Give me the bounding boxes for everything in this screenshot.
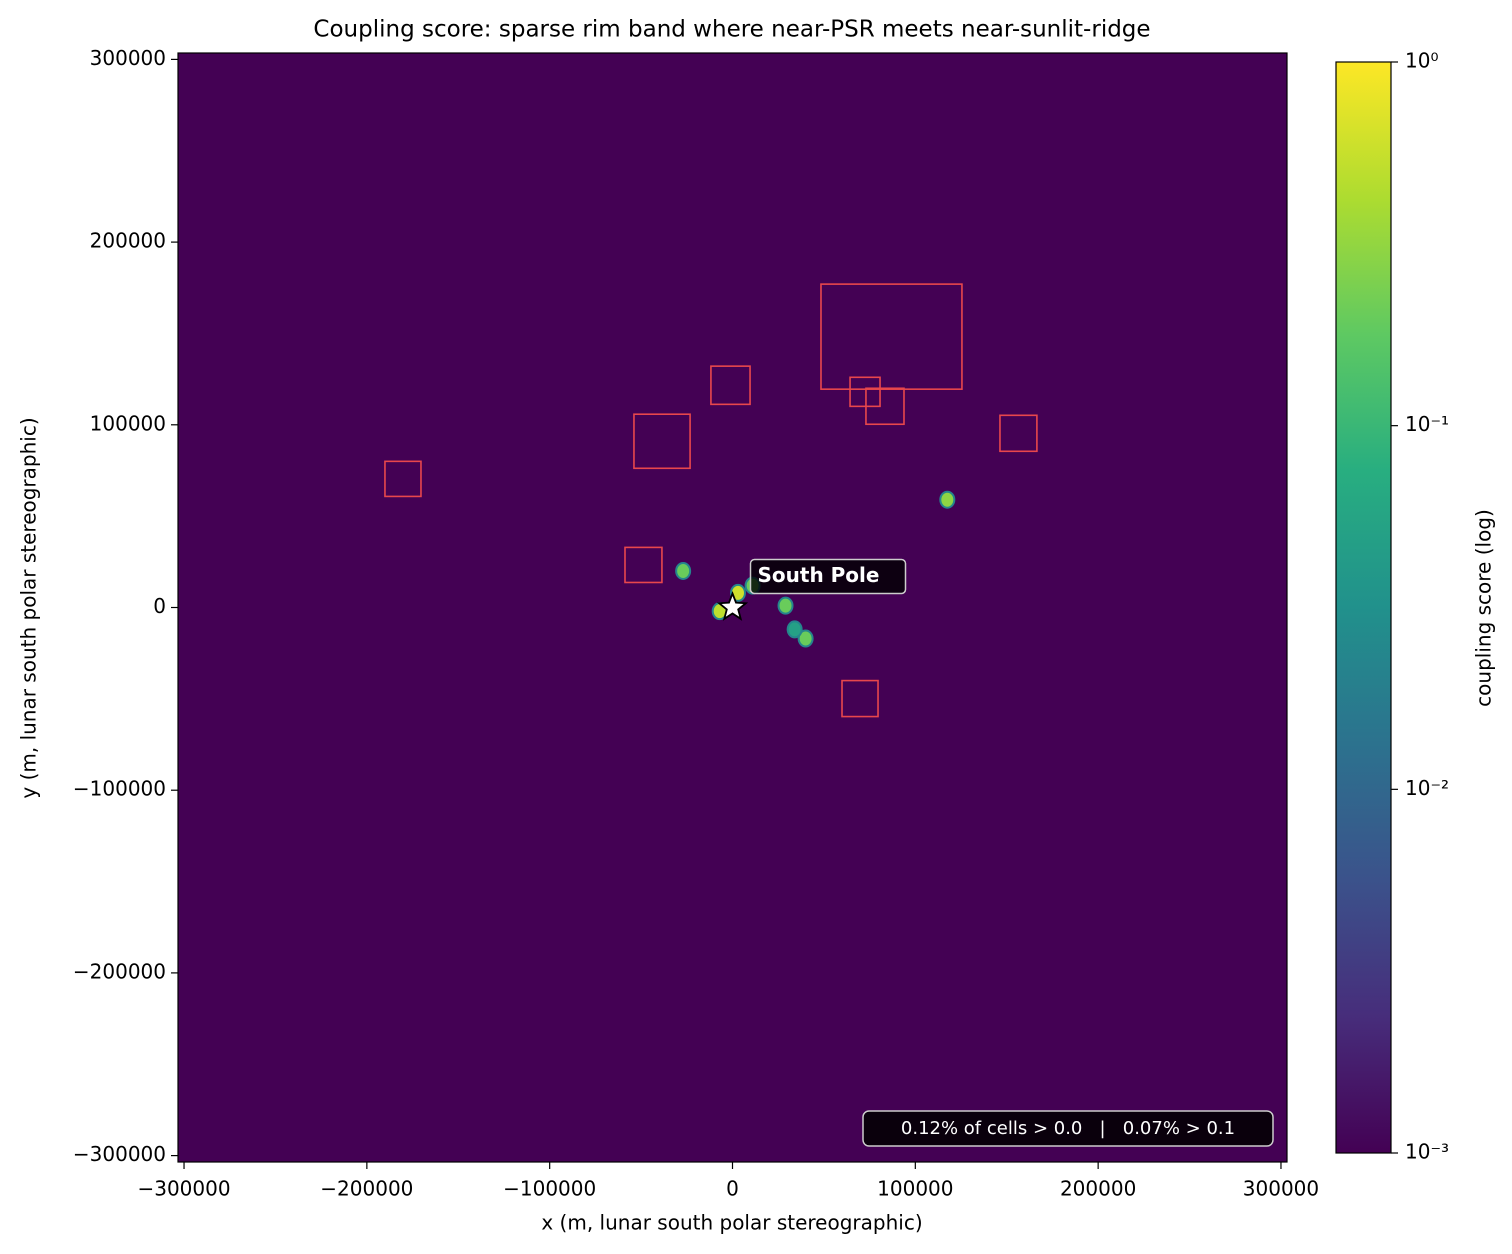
stats-note: 0.12% of cells > 0.0 | 0.07% > 0.1 [901, 1118, 1235, 1139]
y-axis-label: y (m, lunar south polar stereographic) [17, 417, 41, 798]
heat-spot [797, 629, 814, 648]
region-box [710, 365, 751, 406]
heat-spot [786, 620, 803, 639]
y-tick-label: 0 [153, 594, 166, 618]
pole-label: South Pole [758, 563, 880, 587]
heat-spot [939, 490, 956, 509]
colorbar-tick-label: 10⁻¹ [1405, 412, 1449, 436]
pole-label-box [749, 558, 907, 595]
x-tick-label: 300000 [1243, 1177, 1319, 1201]
colorbar-tick-label: 10⁰ [1405, 49, 1438, 73]
y-tick-label: 300000 [90, 46, 166, 70]
chart-title: Coupling score: sparse rim band where ne… [313, 17, 1150, 43]
heat-spot [777, 596, 794, 615]
x-tick-label: 100000 [877, 1177, 953, 1201]
pole-marker [716, 590, 749, 621]
y-tick-label: −200000 [73, 959, 166, 983]
x-tick-label: 200000 [1060, 1177, 1136, 1201]
region-box [841, 679, 879, 718]
colorbar-tick-label: 10⁻³ [1405, 1140, 1449, 1164]
y-tick-label: 200000 [90, 229, 166, 253]
region-box [865, 387, 905, 426]
y-tick-label: −300000 [73, 1142, 166, 1166]
colorbar-label: coupling score (log) [1472, 509, 1496, 707]
colorbar-tick-label: 10⁻² [1405, 776, 1449, 800]
heat-spot [675, 561, 692, 580]
x-axis-label: x (m, lunar south polar stereographic) [541, 1211, 922, 1235]
x-tick-label: −200000 [320, 1177, 413, 1201]
x-tick-label: −300000 [137, 1177, 230, 1201]
region-box [820, 283, 963, 390]
x-tick-label: −100000 [503, 1177, 596, 1201]
region-box [849, 376, 881, 408]
y-tick-label: −100000 [73, 777, 166, 801]
region-box [624, 546, 663, 584]
x-tick-label: 0 [726, 1177, 739, 1201]
region-box [999, 414, 1038, 453]
stats-box [862, 1110, 1274, 1147]
y-tick-label: 100000 [90, 411, 166, 435]
region-box [633, 413, 691, 470]
region-box [384, 460, 422, 498]
colorbar [1335, 61, 1392, 1154]
